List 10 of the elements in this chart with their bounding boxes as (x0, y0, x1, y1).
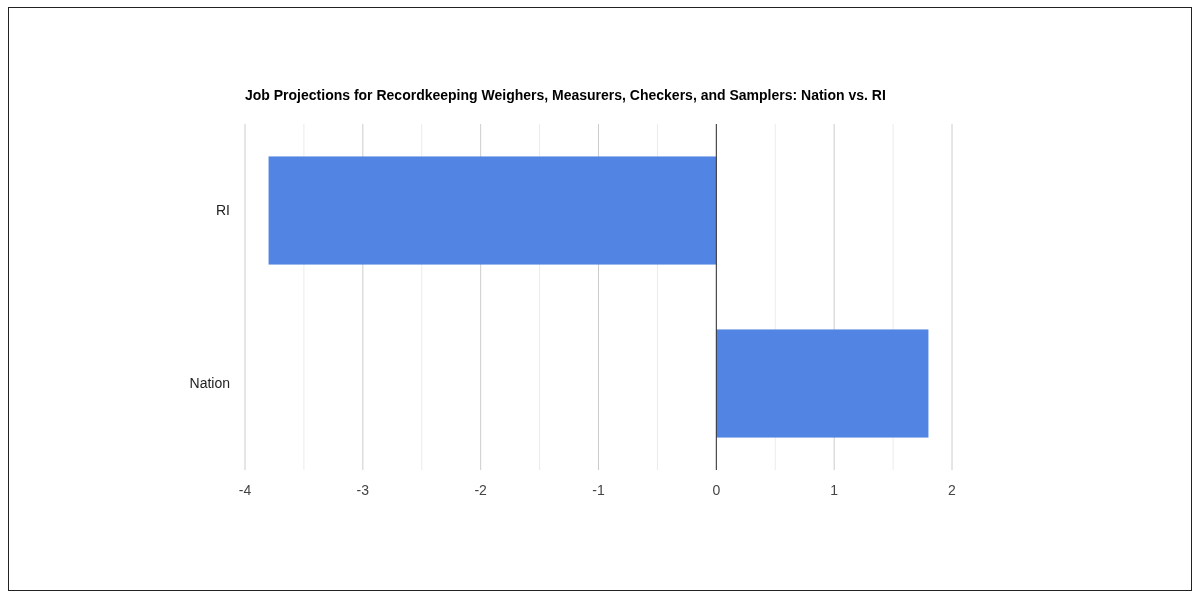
x-tick-label: 1 (830, 482, 839, 498)
x-tick-label: -1 (592, 482, 605, 498)
x-tick-label: -2 (474, 482, 488, 498)
x-tick-label: 2 (948, 482, 957, 498)
y-tick-label: Nation (189, 375, 230, 392)
x-tick-label: -3 (356, 482, 370, 498)
x-tick-label: -4 (238, 482, 252, 498)
chart-title: Job Projections for Recordkeeping Weighers, Measurers, Checkers, and Samplers: Nation vs. RI (245, 87, 886, 103)
x-tick-label: 0 (712, 482, 721, 498)
y-tick-label: RI (216, 202, 230, 219)
